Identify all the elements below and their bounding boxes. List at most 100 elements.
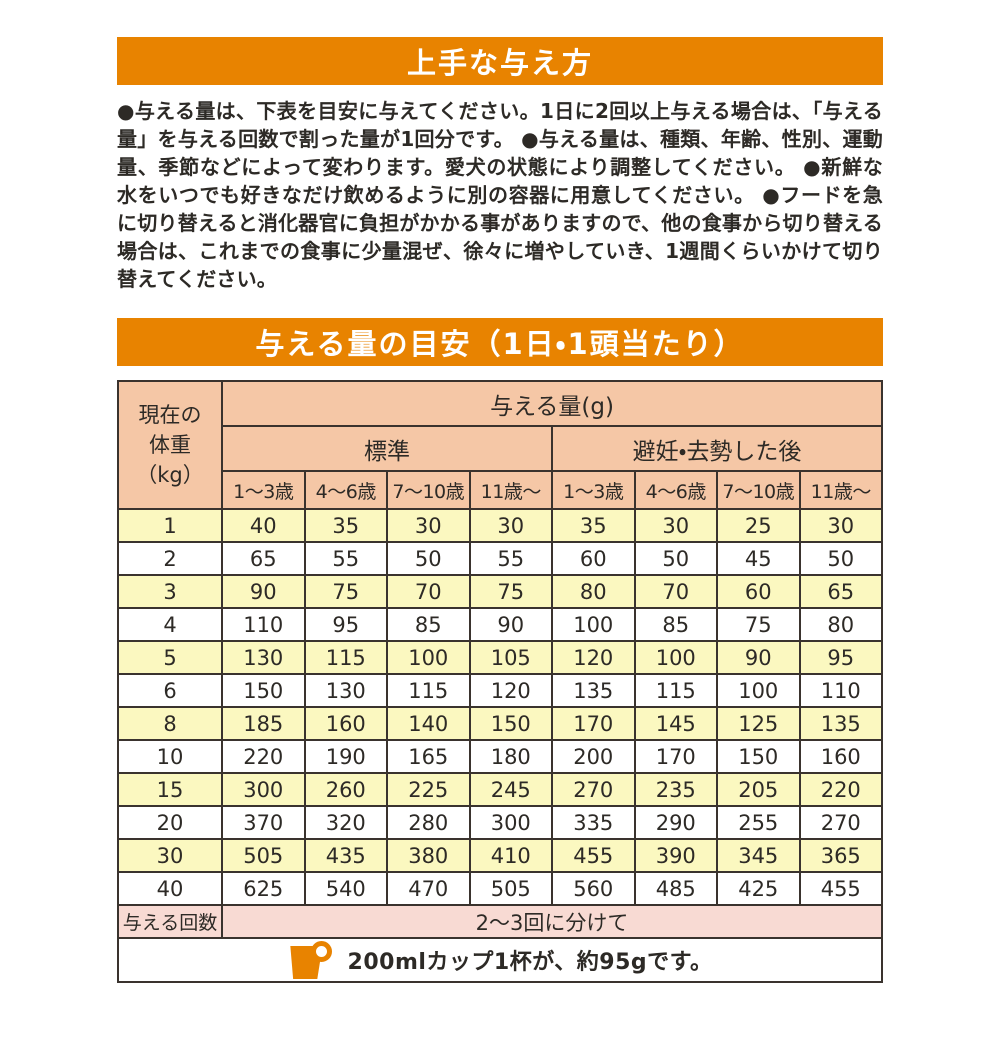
amount-cell: 225: [386, 772, 471, 807]
amount-cell: 40: [221, 508, 306, 543]
weight-cell: 40: [117, 871, 223, 906]
cup-handle-shape: [310, 941, 332, 962]
amount-cell: 455: [551, 838, 636, 873]
amount-cell: 220: [798, 772, 883, 807]
amount-cell: 190: [303, 739, 388, 774]
amount-cell: 90: [221, 574, 306, 609]
weight-cell: 8: [117, 706, 223, 741]
amount-cell: 170: [551, 706, 636, 741]
frequency-value: 2～3回に分けて: [221, 904, 883, 939]
amount-cell: 90: [468, 607, 553, 642]
amount-cell: 260: [303, 772, 388, 807]
current-weight-header: 現在の 体重 （kg）: [117, 380, 223, 510]
amount-cell: 455: [798, 871, 883, 906]
amount-cell: 135: [798, 706, 883, 741]
amount-cell: 435: [303, 838, 388, 873]
amount-cell: 80: [798, 607, 883, 642]
feeding-amount-table: 現在の 体重 （kg） 与える量(g) 標準 避妊・去勢した後 1～3歳 4～6…: [117, 380, 883, 983]
amount-cell: 410: [468, 838, 553, 873]
amount-cell: 35: [303, 508, 388, 543]
amount-cell: 380: [386, 838, 471, 873]
weights-tbody: 1 40 35 30 30 35 30 25 30 2 65 55 50 55 60 50 45 50 3 90 75 7…: [117, 508, 883, 906]
table-row: 8 185 160 140 150 170 145 125 135: [117, 706, 883, 741]
table-row: 15 300 260 225 245 270 235 205 220: [117, 772, 883, 807]
amount-cell: 185: [221, 706, 306, 741]
amount-cell: 485: [633, 871, 718, 906]
amount-cell: 300: [468, 805, 553, 840]
amount-cell: 165: [386, 739, 471, 774]
neutered-group-header: 避妊・去勢した後: [551, 425, 883, 472]
section-title-text: 上手な与え方: [406, 46, 593, 80]
amount-cell: 540: [303, 871, 388, 906]
amount-cell: 255: [716, 805, 801, 840]
amount-cell: 345: [716, 838, 801, 873]
amount-cell: 365: [798, 838, 883, 873]
amount-cell: 200: [551, 739, 636, 774]
table-row: 2 65 55 50 55 60 50 45 50: [117, 541, 883, 576]
weight-cell: 15: [117, 772, 223, 807]
amount-cell: 35: [551, 508, 636, 543]
amount-cell: 280: [386, 805, 471, 840]
amount-cell: 625: [221, 871, 306, 906]
measuring-cup-icon: [288, 941, 338, 979]
amount-cell: 25: [716, 508, 801, 543]
age-header: 1～3歳: [551, 470, 636, 510]
amount-cell: 150: [716, 739, 801, 774]
weight-cell: 2: [117, 541, 223, 576]
amount-cell: 470: [386, 871, 471, 906]
cup-note: 200mlカップ1杯が、約95gです。: [119, 941, 881, 979]
amount-cell: 70: [633, 574, 718, 609]
amount-cell: 150: [221, 673, 306, 708]
age-header: 4～6歳: [633, 470, 718, 510]
amount-cell: 235: [633, 772, 718, 807]
table-row: 30 505 435 380 410 455 390 345 365: [117, 838, 883, 873]
amount-cell: 50: [798, 541, 883, 576]
age-header: 7～10歳: [716, 470, 801, 510]
amount-cell: 55: [303, 541, 388, 576]
table-row: 10 220 190 165 180 200 170 150 160: [117, 739, 883, 774]
amount-cell: 75: [468, 574, 553, 609]
amount-cell: 120: [468, 673, 553, 708]
amount-cell: 125: [716, 706, 801, 741]
amount-cell: 110: [798, 673, 883, 708]
amount-cell: 170: [633, 739, 718, 774]
amount-cell: 100: [386, 640, 471, 675]
amount-cell: 205: [716, 772, 801, 807]
amount-cell: 560: [551, 871, 636, 906]
amount-cell: 270: [551, 772, 636, 807]
amount-cell: 30: [386, 508, 471, 543]
amount-cell: 505: [468, 871, 553, 906]
section-title-text: 与える量の目安（1日・1頭当たり）: [255, 327, 745, 361]
amount-cell: 370: [221, 805, 306, 840]
amount-cell: 270: [798, 805, 883, 840]
amount-cell: 245: [468, 772, 553, 807]
amount-cell: 65: [798, 574, 883, 609]
amount-cell: 100: [716, 673, 801, 708]
amount-cell: 55: [468, 541, 553, 576]
amount-cell: 100: [551, 607, 636, 642]
amount-cell: 180: [468, 739, 553, 774]
amount-cell: 140: [386, 706, 471, 741]
amount-cell: 300: [221, 772, 306, 807]
feeding-instructions-paragraph: ●与える量は、下表を目安に与えてください。1日に2回以上与える場合は、「与える量…: [117, 99, 883, 291]
amount-cell: 105: [468, 640, 553, 675]
content-column: 上手な与え方 ●与える量は、下表を目安に与えてください。1日に2回以上与える場合…: [117, 37, 883, 983]
standard-group-header: 標準: [221, 425, 553, 472]
section-title-feeding-method: 上手な与え方: [117, 37, 883, 85]
amount-cell: 95: [798, 640, 883, 675]
age-header: 7～10歳: [386, 470, 471, 510]
amount-cell: 80: [551, 574, 636, 609]
cup-note-row: 200mlカップ1杯が、約95gです。: [117, 937, 883, 983]
amount-cell: 75: [716, 607, 801, 642]
weight-cell: 4: [117, 607, 223, 642]
amount-cell: 30: [633, 508, 718, 543]
table-row: 5 130 115 100 105 120 100 90 95: [117, 640, 883, 675]
amount-cell: 60: [551, 541, 636, 576]
amount-cell: 390: [633, 838, 718, 873]
amount-cell: 115: [386, 673, 471, 708]
weight-cell: 10: [117, 739, 223, 774]
weight-cell: 5: [117, 640, 223, 675]
amount-cell: 320: [303, 805, 388, 840]
amount-cell: 65: [221, 541, 306, 576]
amount-cell: 425: [716, 871, 801, 906]
